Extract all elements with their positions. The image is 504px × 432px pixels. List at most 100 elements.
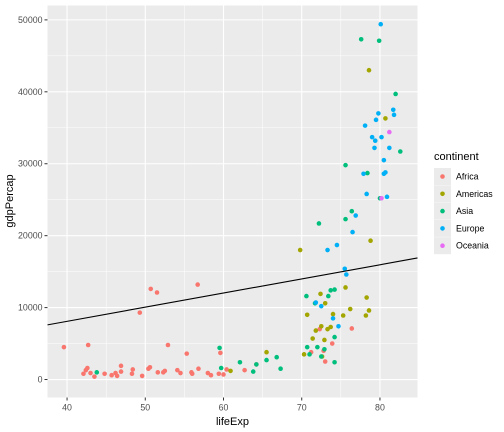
data-point-africa [155,370,161,375]
data-point-africa [189,371,195,377]
data-point-asia [304,344,310,350]
data-point-asia [397,149,403,154]
x-tick-label: 80 [375,403,385,413]
legend-symbol-europe [440,226,445,231]
legend-label-oceania: Oceania [456,241,489,251]
data-point-europe [344,272,349,277]
data-point-americas [330,311,336,317]
data-point-asia [326,293,331,299]
data-point-americas [340,313,346,318]
data-point-africa [92,374,97,379]
data-point-europe [325,247,330,253]
x-tick-label: 40 [62,403,72,413]
data-point-americas [366,308,372,313]
x-tick-label: 50 [140,403,150,413]
data-point-asia [304,293,309,299]
data-point-africa [349,326,355,331]
legend-symbol-americas [440,191,445,197]
data-point-europe [336,323,341,329]
data-point-americas [343,285,348,290]
data-point-americas [328,324,333,330]
data-point-americas [347,306,353,312]
data-point-africa [118,369,124,374]
data-point-europe [384,194,390,200]
data-point-europe [378,21,384,27]
data-point-europe [361,171,366,177]
x-axis-title: lifeExp [216,416,249,428]
minor-gridlines [47,5,418,398]
data-point-africa [178,370,183,376]
legend-label-europe: Europe [456,223,484,233]
data-point-europe [353,213,359,218]
data-point-europe [318,303,324,309]
data-point-africa [221,372,226,377]
data-point-africa [196,366,201,372]
y-tick-label: 30000 [18,159,43,169]
data-point-asia [365,170,370,176]
plot-panel [47,5,418,398]
data-point-asia [307,352,312,357]
data-point-africa [137,310,143,315]
data-point-asia [349,208,355,214]
data-point-asia [237,359,243,365]
data-point-africa [61,344,67,350]
data-point-americas [368,238,373,243]
data-point-asia [393,91,398,97]
data-point-americas [264,349,269,355]
data-point-oceania [379,195,384,201]
data-point-europe [383,170,388,175]
data-point-americas [363,313,369,318]
data-point-europe [381,157,387,163]
legend-keys: Africa Americas Asia Europe Oceania [434,168,493,255]
data-point-africa [195,282,200,287]
data-point-asia [316,221,322,226]
data-point-africa [184,351,190,356]
data-point-africa [175,367,180,373]
data-point-europe [364,191,369,197]
data-point-europe [369,134,375,140]
data-point-oceania [387,129,392,135]
legend-symbol-africa [440,174,445,179]
data-point-asia [274,354,280,360]
data-point-asia [343,162,348,168]
y-tick-label: 10000 [18,303,43,313]
legend-label-americas: Americas [456,189,493,199]
y-axis-ticks: 0 10000 20000 30000 40000 50000 [18,15,48,385]
data-point-asia [343,216,348,222]
major-gridlines [47,5,418,398]
y-tick-label: 40000 [18,87,43,97]
data-point-asia [376,38,382,44]
trend-line [47,257,418,326]
y-tick-label: 20000 [18,231,43,241]
data-point-africa [114,373,120,379]
data-point-europe [379,134,384,140]
data-point-africa [329,341,335,346]
data-point-europe [342,266,348,272]
data-point-europe [334,242,340,248]
legend-title: continent [434,151,479,163]
data-point-africa [162,368,168,374]
data-point-americas [364,295,369,300]
data-point-europe [372,138,378,144]
data-point-africa [216,371,222,377]
data-point-asia [217,345,222,351]
data-point-africa [148,286,154,292]
data-point-asia [278,366,283,372]
data-point-europe [387,145,392,151]
data-point-asia [322,347,327,352]
data-point-americas [228,368,233,374]
data-point-africa [85,342,91,348]
data-point-africa [208,372,214,378]
data-point-asia [332,334,337,340]
data-point-africa [88,370,93,376]
data-point-americas [383,116,388,121]
data-point-asia [332,287,337,292]
data-point-europe [376,111,381,116]
data-point-africa [130,367,136,372]
x-tick-label: 60 [219,403,229,413]
legend-label-africa: Africa [456,172,479,182]
data-point-africa [242,367,247,373]
data-point-africa [129,371,135,377]
data-point-asia [218,365,224,371]
